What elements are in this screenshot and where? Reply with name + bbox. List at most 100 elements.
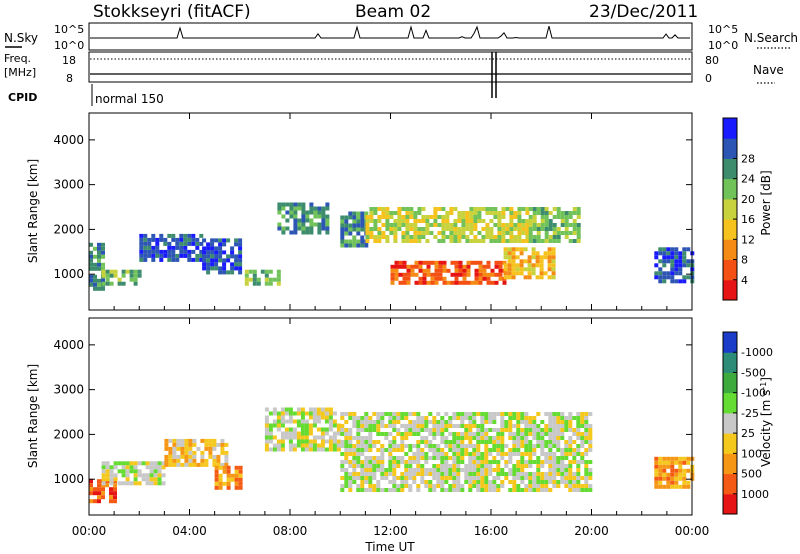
range-cell	[477, 231, 482, 235]
range-cell	[497, 215, 502, 219]
range-cell	[105, 473, 110, 478]
range-cell	[89, 491, 93, 496]
range-cell	[456, 444, 461, 448]
range-cell	[384, 412, 389, 416]
range-cell	[218, 481, 223, 486]
range-cell	[183, 237, 188, 242]
range-cell	[356, 243, 361, 248]
range-cell	[572, 219, 577, 223]
range-cell	[480, 460, 485, 464]
range-cell	[503, 271, 508, 276]
range-cell	[476, 456, 481, 460]
range-cell	[417, 227, 422, 231]
range-cell	[192, 462, 197, 467]
range-cell	[552, 468, 557, 472]
range-cell	[408, 432, 413, 436]
range-cell	[433, 215, 438, 219]
range-cell	[470, 260, 475, 265]
range-cell	[139, 241, 144, 246]
range-cell	[449, 223, 454, 227]
range-cell	[214, 266, 219, 271]
range-cell	[576, 412, 581, 416]
range-cell	[682, 484, 687, 489]
range-cell	[438, 268, 443, 273]
range-cell	[492, 440, 497, 444]
range-cell	[421, 231, 426, 235]
range-cell	[404, 416, 409, 420]
range-cell	[536, 488, 541, 492]
range-cell	[662, 263, 667, 268]
range-cell	[576, 476, 581, 480]
range-cell	[436, 480, 441, 484]
range-cell	[416, 412, 421, 416]
range-cell	[340, 416, 345, 420]
range-cell	[527, 255, 532, 260]
range-cell	[368, 484, 373, 488]
range-cell	[89, 479, 93, 484]
range-cell	[390, 280, 395, 285]
range-cell	[204, 462, 209, 467]
range-cell	[360, 416, 365, 420]
range-cell	[507, 263, 512, 268]
range-cell	[368, 440, 373, 444]
range-cell	[179, 253, 184, 258]
range-cell	[214, 465, 219, 470]
range-cell	[460, 440, 465, 444]
range-cell	[564, 416, 569, 420]
range-cell	[340, 476, 345, 480]
range-cell	[686, 480, 691, 485]
range-cell	[426, 280, 431, 285]
range-cell	[405, 231, 410, 235]
range-cell	[509, 223, 514, 227]
range-cell	[552, 207, 557, 211]
range-cell	[428, 412, 433, 416]
range-cell	[381, 223, 386, 227]
range-cell	[476, 460, 481, 464]
range-cell	[552, 472, 557, 476]
range-cell	[477, 211, 482, 215]
range-cell	[376, 468, 381, 472]
range-cell	[446, 268, 451, 273]
range-cell	[101, 481, 106, 486]
range-cell	[161, 473, 166, 478]
range-cell	[457, 219, 462, 223]
range-cell	[421, 227, 426, 231]
range-cell	[516, 432, 521, 436]
range-cell	[444, 476, 449, 480]
range-cell	[666, 456, 671, 461]
range-cell	[276, 269, 281, 274]
range-cell	[93, 254, 97, 259]
range-cell	[444, 412, 449, 416]
range-cell	[101, 495, 105, 500]
range-cell	[461, 227, 466, 231]
range-cell	[398, 272, 403, 277]
range-cell	[432, 420, 437, 424]
range-cell	[332, 447, 337, 452]
range-cell	[105, 477, 110, 482]
range-cell	[441, 207, 446, 211]
range-cell	[199, 241, 204, 246]
range-cell	[488, 468, 493, 472]
range-cell	[356, 456, 361, 460]
range-cell	[192, 450, 197, 455]
range-cell	[404, 452, 409, 456]
range-cell	[536, 412, 541, 416]
range-cell	[576, 215, 581, 219]
range-cell	[540, 432, 545, 436]
range-cell	[472, 448, 477, 452]
range-cell	[277, 202, 282, 207]
range-cell	[454, 272, 459, 277]
range-cell	[527, 271, 532, 276]
range-cell	[556, 436, 561, 440]
range-cell	[141, 461, 146, 466]
range-cell	[308, 447, 313, 452]
range-cell	[488, 452, 493, 456]
range-cell	[548, 472, 553, 476]
nsearch-label: N.Search	[744, 31, 798, 45]
range-cell	[440, 448, 445, 452]
range-cell	[525, 239, 530, 243]
range-cell	[352, 468, 357, 472]
range-cell	[492, 456, 497, 460]
range-cell	[216, 454, 221, 459]
range-cell	[157, 469, 162, 474]
